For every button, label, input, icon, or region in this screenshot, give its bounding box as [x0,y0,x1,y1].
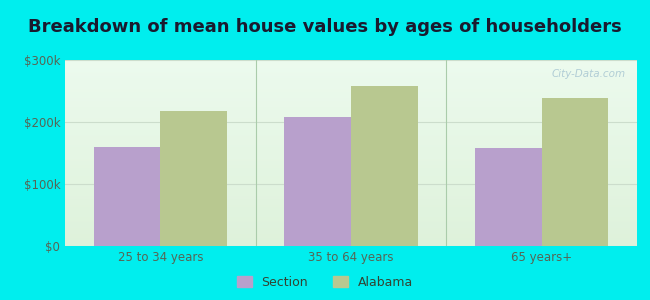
Bar [475,148,541,246]
Bar [284,117,351,246]
Text: City-Data.com: City-Data.com [551,69,625,79]
Text: Breakdown of mean house values by ages of householders: Breakdown of mean house values by ages o… [28,18,622,36]
Bar [351,86,418,246]
Legend: Section, Alabama: Section, Alabama [231,271,419,294]
Bar [541,98,608,246]
Bar [161,111,227,246]
Bar [94,147,161,246]
